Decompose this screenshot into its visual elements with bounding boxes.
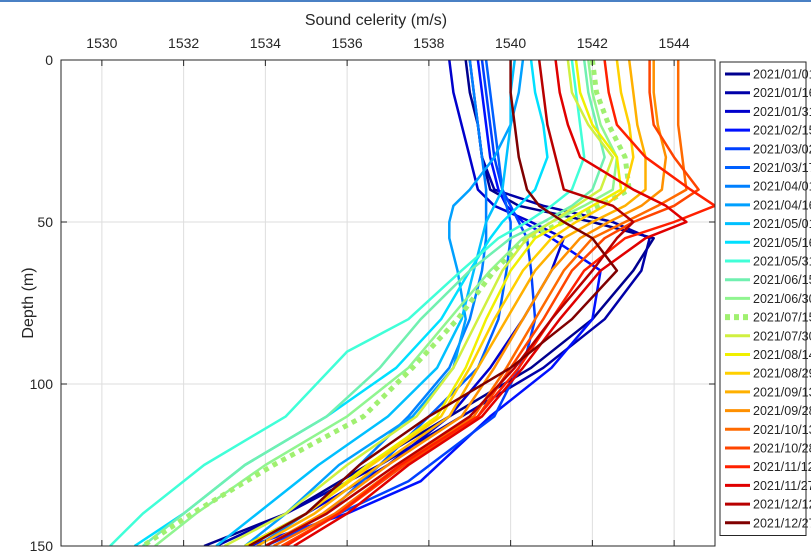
legend-entry-label: 2021/01/31 <box>753 105 811 119</box>
series-line-2021-10-28 <box>281 60 700 546</box>
legend-entry-label: 2021/09/13 <box>753 385 811 399</box>
legend-entry-label: 2021/06/30 <box>753 292 811 306</box>
legend-entry-label: 2021/07/15 <box>753 311 811 325</box>
y-tick-label: 100 <box>30 376 54 392</box>
legend-entry-label: 2021/07/30 <box>753 329 811 343</box>
series-line-2021-05-01 <box>215 60 516 546</box>
series-line-2021-12-27 <box>248 60 619 546</box>
x-tick-label: 1530 <box>86 35 117 51</box>
x-tick-label: 1538 <box>413 35 444 51</box>
legend-entry-label: 2021/03/17 <box>753 161 811 175</box>
legend-entry-label: 2021/01/16 <box>753 86 811 100</box>
axis-ticks: 1530 1532 1534 1536 1538 1540 1542 1544 0 50 100 15… <box>30 35 715 551</box>
legend-entry-label: 2021/12/27 <box>753 516 811 530</box>
series-line-2021-04-01 <box>256 60 488 546</box>
series-line-2021-08-29 <box>248 60 635 546</box>
x-tick-label: 1536 <box>332 35 363 51</box>
series-line-2021-05-31 <box>109 60 586 546</box>
legend-entry-label: 2021/05/31 <box>753 255 811 269</box>
legend-entry-label: 2021/04/01 <box>753 180 811 194</box>
legend-entry-label: 2021/11/27 <box>753 479 811 493</box>
series-line-2021-11-12 <box>285 60 715 546</box>
legend-entry-label: 2021/11/12 <box>753 460 811 474</box>
series-line-2021-08-14 <box>244 60 623 546</box>
legend-entry-label: 2021/12/12 <box>753 498 811 512</box>
legend-entry-label: 2021/05/16 <box>753 236 811 250</box>
legend-entry-label: 2021/06/15 <box>753 273 811 287</box>
series-line-2021-09-13 <box>256 60 647 546</box>
series-line-2021-07-30 <box>223 60 615 546</box>
x-tick-label: 1534 <box>250 35 281 51</box>
series-line-2021-04-16 <box>244 60 525 546</box>
y-tick-label: 150 <box>30 538 54 551</box>
legend-entry-label: 2021/08/14 <box>753 348 811 362</box>
legend: 2021/01/01 2021/01/16 2021/01/31 2021/02/15… <box>719 61 811 536</box>
legend-entry-label: 2021/10/13 <box>753 423 811 437</box>
legend-entry-label: 2021/08/29 <box>753 367 811 381</box>
legend-entry-label: 2021/05/01 <box>753 217 811 231</box>
legend-entry-label: 2021/04/16 <box>753 198 811 212</box>
plot-frame <box>60 59 716 547</box>
series-line-2021-12-12 <box>264 60 635 546</box>
legend-entry-label: 2021/10/28 <box>753 442 811 456</box>
x-tick-label: 1544 <box>659 35 690 51</box>
legend-entry-label: 2021/01/01 <box>753 68 811 82</box>
x-tick-label: 1542 <box>577 35 608 51</box>
y-tick-label: 50 <box>37 214 53 230</box>
legend-entry-label: 2021/09/28 <box>753 404 811 418</box>
x-tick-label: 1532 <box>168 35 199 51</box>
x-axis-label: Sound celerity (m/s) <box>305 12 447 29</box>
series-lines <box>109 60 715 546</box>
x-tick-label: 1540 <box>495 35 526 51</box>
series-line-2021-11-27 <box>293 60 688 546</box>
series-line-2021-06-30 <box>154 60 619 546</box>
y-axis-label: Depth (m) <box>20 267 37 338</box>
legend-entry-label: 2021/02/15 <box>753 124 811 138</box>
y-tick-label: 0 <box>45 52 53 68</box>
legend-entry-label: 2021/03/02 <box>753 142 811 156</box>
